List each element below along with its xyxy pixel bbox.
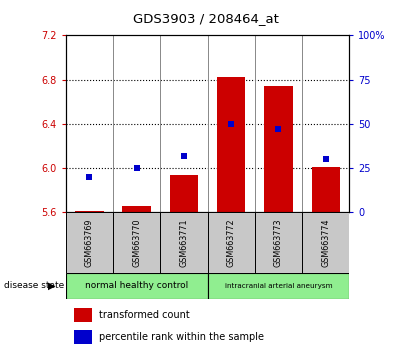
Bar [264,86,293,212]
Text: intracranial arterial aneurysm: intracranial arterial aneurysm [225,283,332,289]
Text: transformed count: transformed count [99,310,189,320]
Bar [113,212,160,273]
Bar [75,211,104,212]
Bar [66,212,113,273]
Bar [302,212,349,273]
Text: disease state: disease state [4,281,65,290]
Text: GSM663771: GSM663771 [180,218,188,267]
Text: ▶: ▶ [48,281,55,291]
Text: GDS3903 / 208464_at: GDS3903 / 208464_at [133,12,278,25]
Text: GSM663773: GSM663773 [274,218,283,267]
Text: GSM663769: GSM663769 [85,218,94,267]
Bar [170,175,198,212]
Point [228,121,234,127]
Bar [66,273,208,299]
Point [180,153,187,159]
Bar [74,330,92,344]
Text: GSM663770: GSM663770 [132,218,141,267]
Bar [74,308,92,322]
Bar [208,212,255,273]
Bar [122,206,151,212]
Text: GSM663774: GSM663774 [321,218,330,267]
Bar [217,78,245,212]
Text: GSM663772: GSM663772 [227,218,236,267]
Text: percentile rank within the sample: percentile rank within the sample [99,332,263,342]
Point [275,126,282,132]
Bar [255,212,302,273]
Text: normal healthy control: normal healthy control [85,281,188,290]
Bar [312,167,340,212]
Point [322,156,329,162]
Bar [160,212,208,273]
Point [86,174,92,180]
Point [133,165,140,171]
Bar [208,273,349,299]
